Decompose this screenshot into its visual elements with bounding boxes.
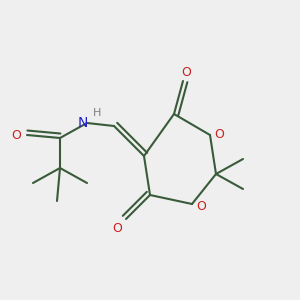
Text: O: O [214,128,224,142]
Text: H: H [93,107,102,118]
Text: O: O [196,200,206,214]
Text: O: O [181,65,191,79]
Text: N: N [77,116,88,130]
Text: O: O [12,128,21,142]
Text: O: O [112,221,122,235]
